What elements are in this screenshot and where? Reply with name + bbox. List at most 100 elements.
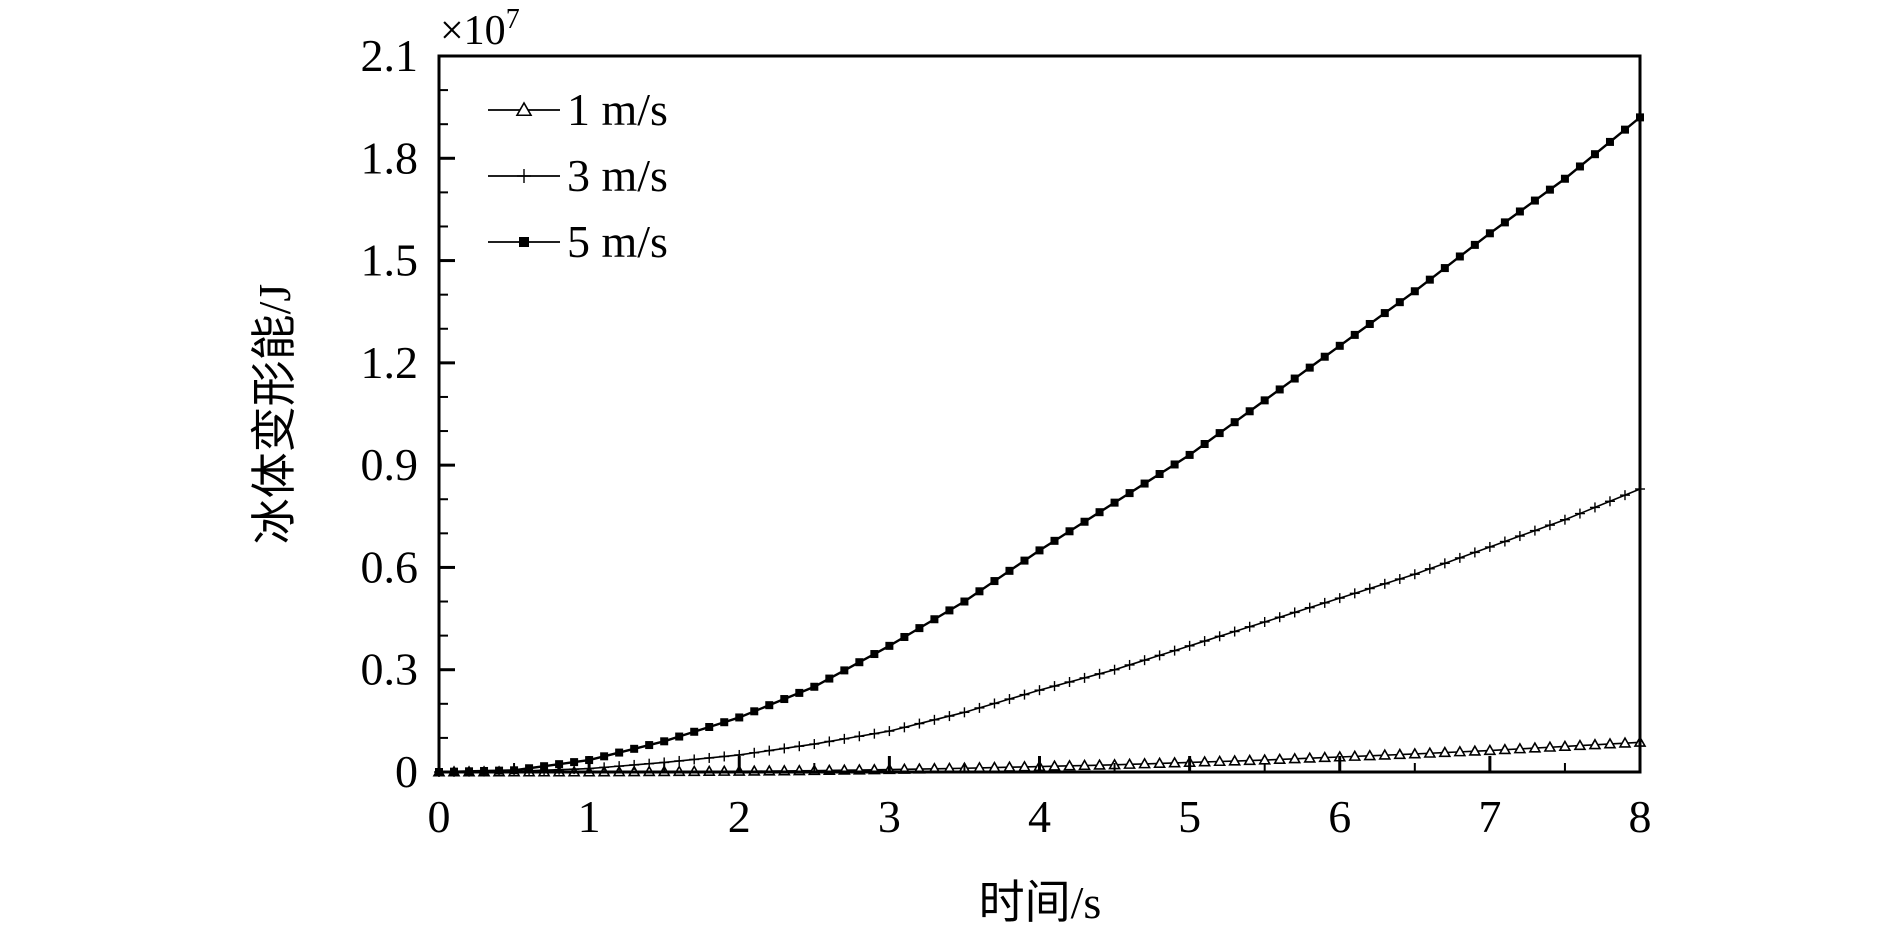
- series-marker: [1469, 547, 1480, 558]
- series-marker: [1394, 574, 1405, 585]
- y-scale-multiplier: ×107: [440, 4, 520, 54]
- series-marker: [1620, 125, 1629, 134]
- y-tick-label: 0.6: [361, 541, 419, 592]
- series-marker: [1559, 514, 1570, 525]
- series-marker: [1185, 450, 1194, 459]
- series-marker: [704, 752, 715, 763]
- series-marker: [1080, 517, 1089, 526]
- series-marker: [749, 747, 760, 758]
- series-marker: [1590, 150, 1599, 159]
- series-marker: [1380, 309, 1389, 318]
- series-marker: [1468, 744, 1482, 756]
- series-marker: [1529, 525, 1540, 536]
- x-tick-label: 2: [728, 791, 751, 842]
- series-marker: [1138, 757, 1151, 769]
- legend-item: 5 m/s: [488, 216, 668, 267]
- series-marker: [630, 744, 639, 753]
- y-tick-label: 1.5: [361, 235, 419, 286]
- series-marker: [720, 718, 729, 727]
- series-marker: [915, 624, 924, 633]
- series-marker: [1244, 621, 1255, 632]
- series-marker: [1245, 407, 1254, 416]
- series-marker: [1228, 754, 1242, 766]
- series-marker: [899, 722, 910, 733]
- series-marker: [1484, 541, 1495, 552]
- y-tick-label: 0: [395, 746, 418, 797]
- series-marker: [1408, 747, 1422, 759]
- series-marker: [1214, 631, 1225, 642]
- series-marker: [1109, 664, 1120, 675]
- y-axis-ticks: 0 0.3 0.6 0.9 1.2 1.5 1.8 2.1: [361, 30, 455, 797]
- x-tick-label: 4: [1028, 791, 1051, 842]
- series-2: [434, 484, 1645, 777]
- series-marker: [1410, 287, 1419, 296]
- x-tick-label: 5: [1178, 791, 1201, 842]
- series-marker: [525, 764, 534, 773]
- series-marker: [1470, 240, 1479, 249]
- series-marker: [1213, 754, 1227, 767]
- series-marker: [1154, 650, 1165, 661]
- series-marker: [719, 751, 730, 762]
- x-tick-label: 7: [1478, 791, 1501, 842]
- series-marker: [1184, 640, 1195, 651]
- series-marker: [1409, 569, 1420, 580]
- series-marker: [929, 714, 940, 725]
- series-marker: [1140, 479, 1149, 488]
- series-marker: [1485, 229, 1494, 238]
- series-marker: [855, 658, 864, 667]
- series-marker: [1304, 602, 1315, 613]
- series-marker: [975, 587, 984, 596]
- series-marker: [629, 759, 640, 770]
- series-marker: [1020, 556, 1029, 565]
- series-marker: [1513, 742, 1527, 754]
- y-tick-label: 2.1: [361, 30, 419, 81]
- series-marker: [675, 732, 684, 741]
- series-marker: [1139, 655, 1150, 666]
- series-marker: [1093, 758, 1106, 770]
- series-marker: [1544, 520, 1555, 531]
- series-marker: [1515, 207, 1524, 216]
- legend-item: 1 m/s: [488, 84, 668, 135]
- series-marker: [1303, 751, 1317, 763]
- y-scale-exponent: 7: [506, 4, 520, 35]
- series-marker: [1273, 752, 1287, 765]
- series-marker: [1199, 636, 1210, 647]
- series-marker: [869, 728, 880, 739]
- series-marker: [809, 739, 820, 750]
- series-marker: [570, 758, 579, 767]
- series-marker: [1200, 440, 1209, 449]
- series-marker: [1440, 264, 1449, 273]
- series-marker: [1514, 531, 1525, 542]
- series-marker: [1604, 496, 1615, 507]
- series-marker: [1618, 736, 1632, 748]
- legend-item: 3 m/s: [488, 150, 668, 201]
- series-marker: [1589, 502, 1600, 513]
- series-marker: [1124, 659, 1135, 670]
- series-marker: [1619, 490, 1630, 501]
- series-marker: [1274, 612, 1285, 623]
- series-marker: [1048, 759, 1061, 771]
- series-marker: [1123, 757, 1136, 769]
- series-marker: [1560, 174, 1569, 183]
- series-marker: [519, 237, 529, 247]
- y-axis-label: 冰体变形能/J: [249, 284, 300, 545]
- series-marker: [614, 761, 625, 772]
- series-marker: [945, 606, 954, 615]
- series-marker: [1290, 374, 1299, 383]
- series-marker: [1395, 298, 1404, 307]
- series-marker: [960, 597, 969, 606]
- series-marker: [1260, 396, 1269, 405]
- series-marker: [1588, 738, 1602, 750]
- y-tick-label: 1.8: [361, 132, 419, 183]
- series-marker: [764, 745, 775, 756]
- series-marker: [555, 760, 564, 769]
- series-marker: [1004, 694, 1015, 705]
- series-marker: [690, 727, 699, 736]
- series-marker: [1499, 536, 1510, 547]
- series-marker: [1050, 536, 1059, 545]
- series-marker: [989, 698, 1000, 709]
- series-marker: [1605, 137, 1614, 146]
- series-marker: [1558, 739, 1572, 751]
- series-marker: [765, 701, 774, 710]
- series-marker: [1545, 185, 1554, 194]
